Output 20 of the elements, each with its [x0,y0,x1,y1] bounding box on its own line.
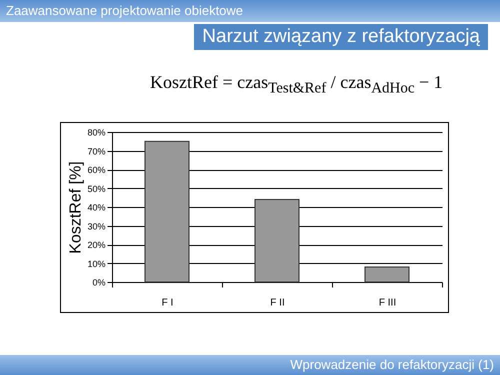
chart-title: Narzut związany z refaktoryzacją [194,24,488,50]
y-tick-label: 50% [87,184,106,194]
x-tick-label: F III [378,298,396,308]
bar [144,140,190,282]
y-tick-label: 70% [87,146,106,156]
text: Zaawansowane projektowanie obiektowe [0,0,500,22]
bar [364,266,410,282]
y-tick-label: 0% [92,278,106,288]
x-tick-label: F I [162,298,174,308]
x-tick-label: F II [270,298,285,308]
text: Wprowadzenie do refaktoryzacji (1) [0,355,500,375]
text: KosztRef = czas$_{Test&Ref}$ / czas$_{AdHoc}$ − 1 [150,72,443,98]
y-tick-label: 60% [87,165,106,175]
bar [254,199,300,282]
y-tick-label: 80% [87,128,106,138]
y-axis-title: KosztRef [%] [67,161,84,254]
y-tick-label: 30% [87,221,106,232]
y-tick-label: 20% [87,240,106,250]
y-tick-label: 40% [87,202,106,212]
y-tick-label: 10% [87,258,106,269]
